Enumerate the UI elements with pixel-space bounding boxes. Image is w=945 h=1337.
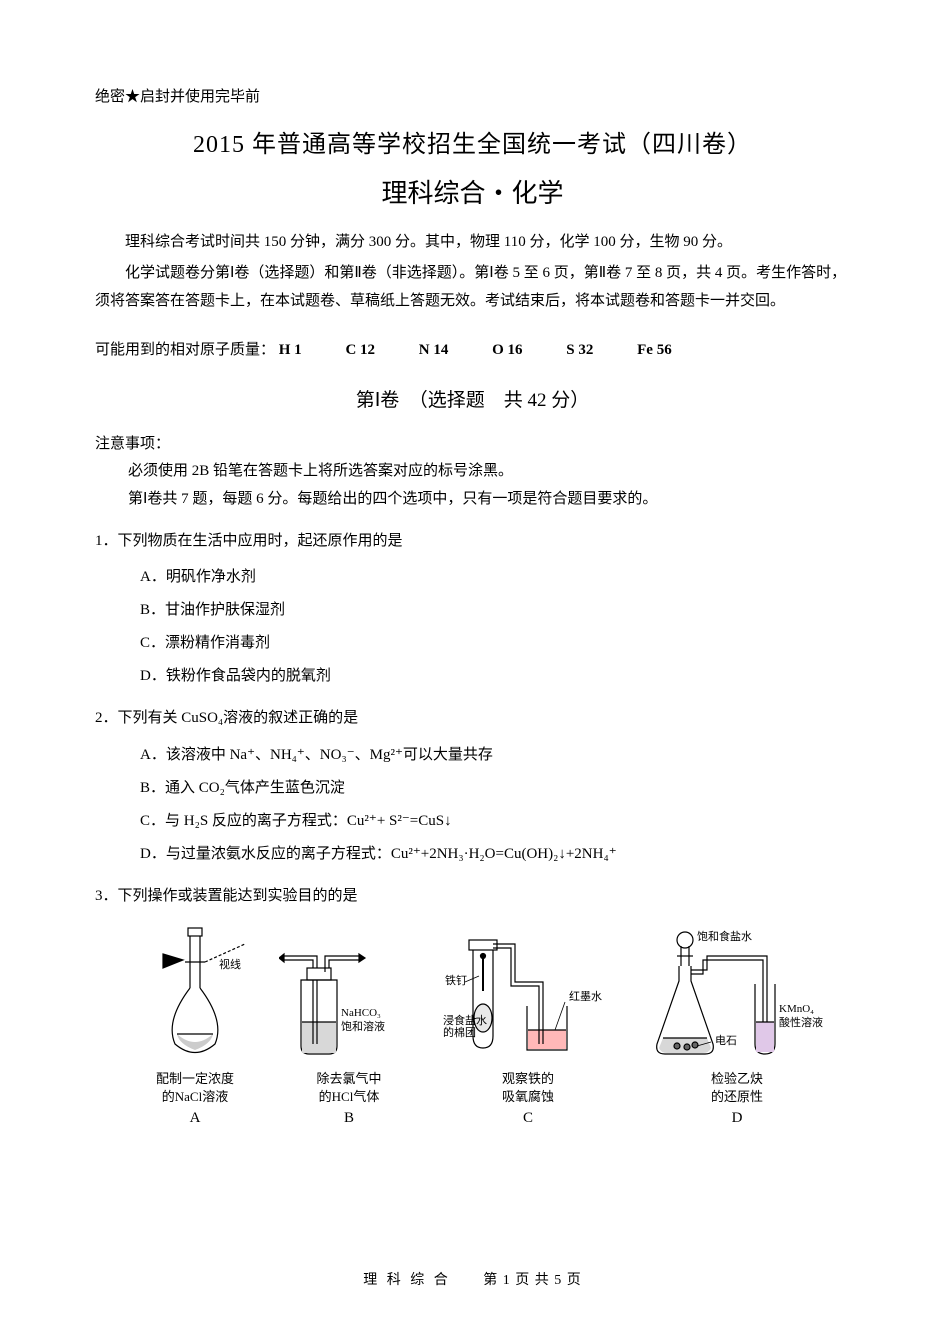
diagram-b-sol2-label: 饱和溶液: [341, 1019, 385, 1033]
page-footer: 理 科 综 合 第 1 页 共 5 页: [0, 1269, 945, 1289]
mass-label: 可能用到的相对原子质量：: [95, 342, 275, 358]
intro-p1: 理科综合考试时间共 150 分钟，满分 300 分。其中，物理 110 分，化学…: [95, 228, 850, 257]
diagram-d-cac2-label: 电石: [715, 1034, 737, 1047]
diagram-c-caption: 观察铁的 吸氧腐蚀: [502, 1070, 554, 1106]
mass-o: O 16: [492, 342, 522, 359]
diagram-a-caption: 配制一定浓度 的NaCl溶液: [156, 1070, 234, 1106]
diagram-d-letter: D: [732, 1110, 743, 1127]
main-title: 2015 年普通高等学校招生全国统一考试（四川卷）: [95, 124, 850, 159]
diagram-c-cap-l1: 观察铁的: [502, 1071, 554, 1086]
diagram-b-sol-label: NaHCO₃: [341, 1007, 381, 1019]
question-3: 3．下列操作或装置能达到实验目的的是: [95, 881, 850, 913]
diagram-c: 铁钉 浸食盐水 的棉团 红墨水 观察铁的 吸氧腐蚀 C: [443, 926, 613, 1127]
diagram-d-salt-label: 饱和食盐水: [697, 929, 752, 943]
header-note: 绝密★启封并使用完毕前: [95, 85, 850, 106]
diagram-a-eye-label: 视线: [219, 957, 241, 971]
diagram-b-caption: 除去氯气中 的HCl气体: [316, 1070, 381, 1106]
diagram-b-cap-l2: 的HCl气体: [319, 1089, 380, 1104]
diagram-d-cap-l1: 检验乙炔: [711, 1071, 763, 1086]
diagram-c-cotton-l1: 浸食盐水: [443, 1013, 487, 1027]
diagram-c-ink-label: 红墨水: [569, 990, 602, 1003]
notice-l2: 第Ⅰ卷共 7 题，每题 6 分。每题给出的四个选项中，只有一项是符合题目要求的。: [95, 485, 850, 514]
footer-label: 理 科 综 合: [363, 1273, 451, 1288]
notice-label: 注意事项：: [95, 432, 850, 453]
section1-title: 第Ⅰ卷 （选择题 共 42 分）: [95, 385, 850, 412]
diagram-b-cap-l1: 除去氯气中: [316, 1071, 381, 1086]
notice-l1: 必须使用 2B 铅笔在答题卡上将所选答案对应的标号涂黑。: [95, 457, 850, 486]
q2-opt-a: A．该溶液中 Na⁺、NH₄⁺、NO₃⁻、Mg²⁺可以大量共存: [95, 739, 850, 772]
diagram-row: 视线 配制一定浓度 的NaCl溶液 A: [135, 926, 850, 1127]
diagram-c-cap-l2: 吸氧腐蚀: [502, 1089, 554, 1104]
subtitle: 理科综合・化学: [95, 173, 850, 210]
diagram-d: 饱和食盐水 电石 KMnO₄ 酸性溶液 检验乙炔 的还原性 D: [637, 926, 837, 1127]
q2-opt-c: C．与 H₂S 反应的离子方程式：Cu²⁺+ S²⁻=CuS↓: [95, 805, 850, 838]
mass-h: H 1: [279, 342, 302, 359]
diagram-c-cotton-l2: 的棉团: [443, 1025, 476, 1039]
q2-stem: 2．下列有关 CuSO₄溶液的叙述正确的是: [95, 703, 850, 735]
diagram-a-cap-l2: 的NaCl溶液: [162, 1089, 228, 1104]
diagram-b: NaHCO₃ 饱和溶液 除去氯气中 的HCl气体 B: [279, 926, 419, 1127]
diagram-d-acid-label: 酸性溶液: [779, 1015, 823, 1029]
diagram-d-kmno4-label: KMnO₄: [779, 1003, 814, 1015]
atomic-mass-line: 可能用到的相对原子质量： H 1 C 12 N 14 O 16 S 32 Fe …: [95, 338, 850, 359]
q1-opt-d: D．铁粉作食品袋内的脱氧剂: [95, 660, 850, 693]
diagram-d-svg: 饱和食盐水 电石 KMnO₄ 酸性溶液: [637, 926, 837, 1066]
diagram-a-cap-l1: 配制一定浓度: [156, 1071, 234, 1086]
diagram-b-letter: B: [344, 1110, 354, 1127]
q2-opt-b: B．通入 CO₂气体产生蓝色沉淀: [95, 772, 850, 805]
q1-opt-c: C．漂粉精作消毒剂: [95, 627, 850, 660]
mass-fe: Fe 56: [637, 342, 672, 359]
question-1: 1．下列物质在生活中应用时，起还原作用的是 A．明矾作净水剂 B．甘油作护肤保湿…: [95, 526, 850, 694]
mass-n: N 14: [419, 342, 449, 359]
diagram-a-svg: 视线: [135, 926, 255, 1066]
diagram-c-nail-label: 铁钉: [445, 974, 467, 987]
diagram-d-cap-l2: 的还原性: [711, 1089, 763, 1104]
intro-p2: 化学试题卷分第Ⅰ卷（选择题）和第Ⅱ卷（非选择题）。第Ⅰ卷 5 至 6 页，第Ⅱ卷…: [95, 259, 850, 316]
mass-s: S 32: [566, 342, 593, 359]
diagram-c-letter: C: [523, 1110, 533, 1127]
q1-opt-b: B．甘油作护肤保湿剂: [95, 594, 850, 627]
diagram-d-caption: 检验乙炔 的还原性: [711, 1070, 763, 1106]
diagram-a-letter: A: [190, 1110, 201, 1127]
notice-block: 注意事项： 必须使用 2B 铅笔在答题卡上将所选答案对应的标号涂黑。 第Ⅰ卷共 …: [95, 432, 850, 514]
diagram-c-svg: 铁钉 浸食盐水 的棉团 红墨水: [443, 926, 613, 1066]
q2-opt-d: D．与过量浓氨水反应的离子方程式：Cu²⁺+2NH₃·H₂O=Cu(OH)₂↓+…: [95, 838, 850, 871]
diagram-b-svg: NaHCO₃ 饱和溶液: [279, 926, 419, 1066]
q1-opt-a: A．明矾作净水剂: [95, 561, 850, 594]
intro-block: 理科综合考试时间共 150 分钟，满分 300 分。其中，物理 110 分，化学…: [95, 228, 850, 316]
question-2: 2．下列有关 CuSO₄溶液的叙述正确的是 A．该溶液中 Na⁺、NH₄⁺、NO…: [95, 703, 850, 871]
footer-page: 第 1 页 共 5 页: [483, 1273, 582, 1288]
q3-stem: 3．下列操作或装置能达到实验目的的是: [95, 881, 850, 913]
q1-stem: 1．下列物质在生活中应用时，起还原作用的是: [95, 526, 850, 558]
mass-c: C 12: [345, 342, 375, 359]
diagram-a: 视线 配制一定浓度 的NaCl溶液 A: [135, 926, 255, 1127]
